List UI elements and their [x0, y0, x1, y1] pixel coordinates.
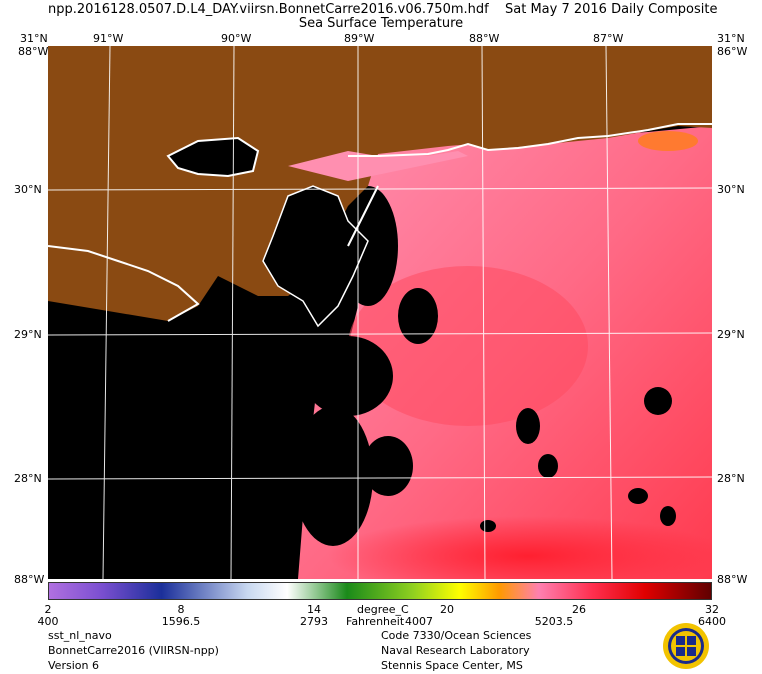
lat-tick-30n-left: 30°N — [14, 183, 42, 196]
hot-spot — [638, 131, 698, 151]
colorbar-f-label: 5203.5 — [534, 615, 574, 628]
corner-lat-top-right: 31°N — [717, 32, 745, 45]
corner-bottom-right: 88°W — [717, 573, 748, 586]
lat-tick-29n-left: 29°N — [14, 328, 42, 341]
delta-marsh — [262, 185, 369, 328]
lon-tick-91w: 91°W — [93, 32, 124, 45]
org-location: Stennis Space Center, MS — [381, 659, 523, 672]
colorbar-f-label: 400 — [37, 615, 59, 628]
lon-tick-88w: 88°W — [469, 32, 500, 45]
product-title: Sea Surface Temperature — [298, 16, 464, 31]
colorbar-c-label: 20 — [440, 603, 454, 616]
corner-lon-top-left: 88°W — [18, 45, 49, 58]
lat-tick-28n-left: 28°N — [14, 472, 42, 485]
nrl-seal-icon — [663, 623, 709, 669]
corner-lat-top-left: 31°N — [20, 32, 48, 45]
lon-tick-90w: 90°W — [221, 32, 252, 45]
sst-map — [48, 46, 712, 579]
corner-lon-top-right: 86°W — [717, 45, 748, 58]
org-name: Naval Research Laboratory — [381, 644, 530, 657]
lon-tick-87w: 87°W — [593, 32, 624, 45]
lat-tick-28n-right: 28°N — [717, 472, 745, 485]
composite-date: Sat May 7 2016 Daily Composite — [505, 2, 718, 17]
lat-tick-30n-right: 30°N — [717, 183, 745, 196]
coastline — [48, 123, 712, 322]
footer-right-block: Code 7330/Ocean Sciences Naval Research … — [381, 628, 531, 673]
colorbar-unit-celsius: degree_C — [357, 603, 409, 616]
colorbar-c-label: 26 — [572, 603, 586, 616]
lake-pontchartrain — [166, 136, 260, 178]
file-name: npp.2016128.0507.D.L4_DAY.viirsn.BonnetC… — [48, 2, 489, 17]
colorbar-f-label: 4007 — [405, 615, 433, 628]
colorbar-c-label: 14 — [307, 603, 321, 616]
lat-tick-29n-right: 29°N — [717, 328, 745, 341]
corner-bottom-left: 88°W — [14, 573, 45, 586]
region-sensor: BonnetCarre2016 (VIIRSN-npp) — [48, 644, 219, 657]
land-mass — [48, 46, 712, 321]
colorbar-c-label: 8 — [177, 603, 185, 616]
graticule — [48, 46, 712, 579]
lon-tick-89w: 89°W — [344, 32, 375, 45]
colorbar-f-label: 1596.5 — [161, 615, 201, 628]
colorbar-f-label: 2793 — [300, 615, 328, 628]
colorbar-c-label: 2 — [44, 603, 52, 616]
coastal-water — [288, 151, 468, 181]
temperature-colorbar — [48, 582, 712, 600]
colorbar-c-label: 32 — [705, 603, 719, 616]
product-code: sst_nl_navo — [48, 629, 112, 642]
org-code: Code 7330/Ocean Sciences — [381, 629, 532, 642]
warm-water-patch — [328, 516, 712, 579]
footer-left-block: sst_nl_navo BonnetCarre2016 (VIIRSN-npp)… — [48, 628, 219, 673]
cloud-speckles — [293, 186, 676, 546]
version: Version 6 — [48, 659, 99, 672]
colorbar-gradient — [49, 583, 711, 599]
colorbar-unit-fahrenheit: Fahrenheit — [346, 615, 405, 628]
colorbar-f-label: 6400 — [698, 615, 726, 628]
